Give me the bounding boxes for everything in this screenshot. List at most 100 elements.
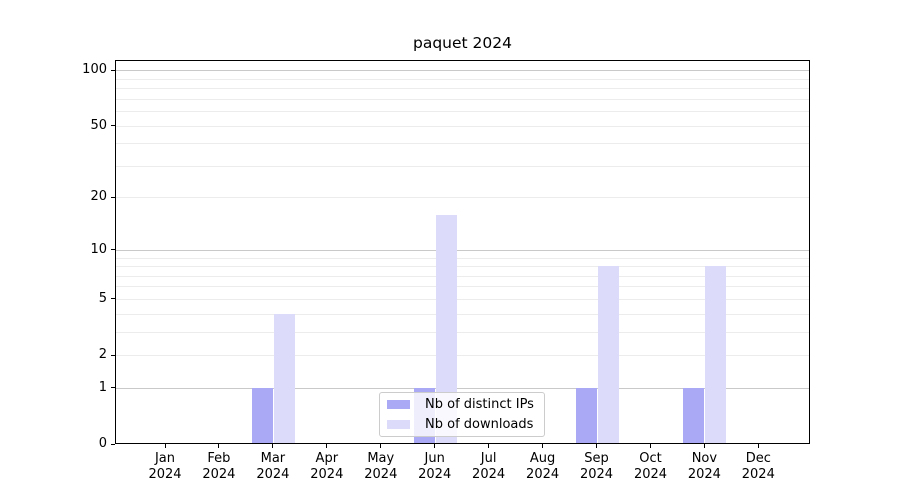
gridline-minor — [115, 266, 810, 268]
x-tick-year: 2024 — [256, 467, 290, 482]
x-tick-mark — [326, 444, 328, 448]
gridline-minor — [115, 355, 810, 356]
x-tick-year: 2024 — [579, 467, 614, 482]
x-tick-year: 2024 — [741, 467, 775, 482]
gridline-minor — [115, 313, 810, 315]
bar-downloads-nov — [705, 266, 727, 444]
x-tick-year: 2024 — [472, 467, 506, 482]
legend: Nb of distinct IPs Nb of downloads — [379, 392, 545, 437]
gridline-minor — [115, 88, 810, 90]
x-tick-month: Jun — [424, 451, 445, 466]
y-tick-mark — [111, 298, 115, 300]
bar-distinct-ips-nov — [683, 387, 705, 444]
x-tick-year: 2024 — [526, 467, 560, 482]
gridline-minor — [115, 78, 810, 80]
x-tick-month: Dec — [745, 451, 771, 466]
legend-item-downloads: Nb of downloads — [387, 416, 537, 433]
gridline-minor — [115, 257, 810, 259]
y-tick-mark — [111, 249, 115, 251]
gridline-minor — [115, 98, 810, 100]
x-tick-label: May 2024 — [349, 451, 413, 483]
y-tick-label: 5 — [98, 290, 107, 306]
y-tick-mark — [111, 125, 115, 127]
gridline-major — [115, 249, 810, 251]
gridline-minor — [115, 143, 810, 145]
gridline-minor — [115, 331, 810, 333]
x-tick-month: Jul — [480, 451, 497, 466]
y-tick-label: 100 — [82, 62, 107, 78]
legend-swatch-downloads — [387, 420, 410, 429]
gridline-minor — [115, 275, 810, 277]
gridline-minor — [115, 197, 810, 199]
chart-title: paquet 2024 — [413, 34, 512, 52]
x-tick-mark — [596, 444, 597, 448]
y-tick-mark — [111, 196, 115, 198]
x-tick-month: May — [367, 451, 395, 466]
x-tick-year: 2024 — [310, 467, 344, 482]
bar-downloads-jun — [435, 214, 457, 444]
legend-label-downloads: Nb of downloads — [425, 417, 534, 432]
x-tick-label: Nov 2024 — [672, 451, 736, 483]
y-tick-label: 20 — [90, 189, 107, 205]
x-tick-mark — [164, 444, 166, 448]
legend-item-distinct-ips: Nb of distinct IPs — [387, 396, 537, 413]
x-tick-month: Jan — [154, 451, 176, 466]
x-tick-mark — [703, 444, 705, 448]
x-tick-year: 2024 — [633, 467, 668, 482]
x-tick-month: Oct — [639, 451, 662, 466]
x-tick-mark — [542, 444, 544, 448]
y-tick-label: 50 — [90, 117, 107, 133]
bar-distinct-ips-sep — [575, 387, 597, 444]
x-tick-mark — [380, 444, 382, 448]
bar-distinct-ips-mar — [251, 387, 273, 444]
gridline-minor — [115, 298, 810, 300]
x-tick-label: Sep 2024 — [565, 451, 629, 483]
x-tick-label: Jun 2024 — [403, 451, 467, 483]
y-tick-mark — [111, 354, 115, 356]
y-tick-label: 0 — [98, 436, 107, 451]
y-tick-mark — [111, 387, 115, 389]
x-tick-mark — [218, 444, 220, 448]
x-tick-mark — [434, 444, 436, 448]
x-tick-year: 2024 — [687, 467, 721, 482]
x-tick-label: Mar 2024 — [241, 451, 305, 483]
x-tick-label: Aug 2024 — [511, 451, 575, 483]
x-tick-year: 2024 — [202, 467, 236, 482]
x-tick-year: 2024 — [418, 467, 452, 482]
x-tick-label: Feb 2024 — [187, 451, 251, 483]
y-tick-label: 1 — [98, 379, 107, 395]
x-tick-mark — [757, 444, 759, 448]
x-tick-month: Feb — [207, 451, 231, 466]
x-tick-label: Oct 2024 — [619, 451, 683, 483]
legend-swatch-distinct-ips — [387, 400, 410, 409]
x-tick-mark — [488, 444, 490, 448]
gridline-minor — [115, 286, 810, 288]
x-tick-month: Nov — [691, 451, 718, 466]
x-tick-label: Apr 2024 — [295, 451, 359, 483]
x-tick-month: Sep — [584, 451, 609, 466]
gridline-minor — [115, 111, 810, 113]
gridline-major — [115, 387, 810, 389]
x-tick-mark — [650, 444, 651, 448]
x-tick-label: Jan 2024 — [133, 451, 197, 483]
x-tick-month: Mar — [260, 451, 286, 466]
y-tick-label: 2 — [98, 347, 107, 362]
x-tick-mark — [272, 444, 274, 448]
y-tick-label: 10 — [90, 241, 107, 257]
x-tick-year: 2024 — [148, 467, 182, 482]
gridline-major — [115, 70, 810, 72]
legend-label-distinct-ips: Nb of distinct IPs — [425, 397, 534, 412]
x-tick-label: Jul 2024 — [457, 451, 521, 483]
y-tick-mark — [111, 443, 115, 445]
y-tick-mark — [111, 69, 115, 71]
gridline-minor — [115, 165, 810, 167]
bar-downloads-sep — [597, 266, 619, 444]
plot-area — [115, 60, 810, 444]
x-tick-month: Apr — [315, 451, 339, 466]
x-tick-label: Dec 2024 — [726, 451, 790, 483]
gridline-minor — [115, 125, 810, 127]
bar-downloads-mar — [273, 313, 295, 444]
x-tick-year: 2024 — [364, 467, 398, 482]
x-tick-month: Aug — [529, 451, 556, 466]
